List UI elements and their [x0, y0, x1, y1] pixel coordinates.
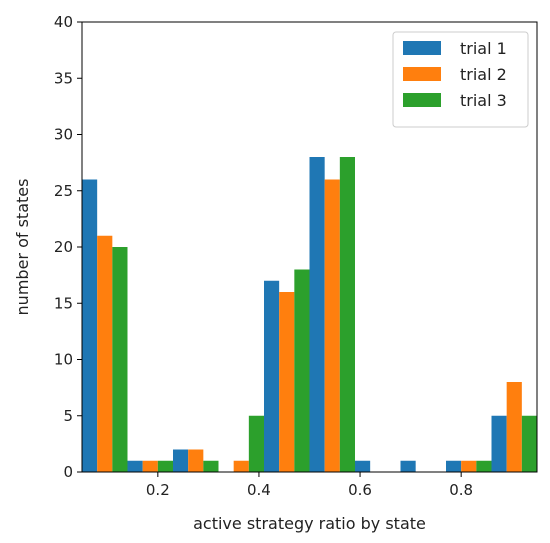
x-tick-label: 0.2 [146, 481, 170, 499]
x-tick-label: 0.4 [247, 481, 271, 499]
y-tick-label: 5 [63, 407, 73, 425]
x-tick-label: 0.6 [348, 481, 372, 499]
bar [97, 235, 113, 472]
bar [294, 269, 310, 472]
legend-swatch [403, 67, 441, 81]
bar [324, 179, 340, 472]
bar [173, 449, 189, 472]
bar [446, 460, 462, 472]
bar [248, 415, 264, 472]
bar [82, 179, 98, 472]
legend-items: trial 1 trial 2 trial 3 [403, 39, 507, 110]
bar [506, 382, 522, 472]
bar [188, 449, 204, 472]
y-tick-label: 40 [54, 13, 73, 31]
bar [203, 460, 219, 472]
legend-swatch [403, 41, 441, 55]
legend-swatch [403, 93, 441, 107]
axes-group: 0.2 0.4 0.6 0.8 0 5 10 15 20 25 30 35 40 [54, 13, 538, 499]
y-tick-label: 30 [54, 126, 73, 144]
y-tick-label: 35 [54, 69, 73, 87]
bar [476, 460, 492, 472]
y-tick-label: 15 [54, 294, 73, 312]
bar [339, 157, 355, 472]
y-tick-label: 25 [54, 182, 73, 200]
bar [279, 292, 295, 472]
bar [491, 415, 507, 472]
x-axis-ticks: 0.2 0.4 0.6 0.8 [146, 472, 473, 499]
legend: trial 1 trial 2 trial 3 [392, 31, 529, 128]
y-axis-ticks: 0 5 10 15 20 25 30 35 40 [54, 13, 82, 481]
bar [233, 460, 249, 472]
legend-label: trial 2 [460, 65, 507, 84]
y-tick-label: 20 [54, 238, 73, 256]
x-axis-title: active strategy ratio by state [193, 514, 426, 533]
y-tick-label: 0 [63, 463, 73, 481]
bars-group [82, 157, 537, 472]
bar [400, 460, 416, 472]
legend-label: trial 3 [460, 91, 507, 110]
bar [264, 280, 280, 472]
x-tick-label: 0.8 [449, 481, 473, 499]
bar [461, 460, 477, 472]
bar [142, 460, 158, 472]
legend-label: trial 1 [460, 39, 507, 58]
bar [157, 460, 173, 472]
bar [127, 460, 143, 472]
bar [355, 460, 371, 472]
bar [521, 415, 537, 472]
y-tick-label: 10 [54, 351, 73, 369]
bar [112, 247, 128, 472]
y-axis-title: number of states [13, 179, 32, 316]
bar [309, 157, 325, 472]
